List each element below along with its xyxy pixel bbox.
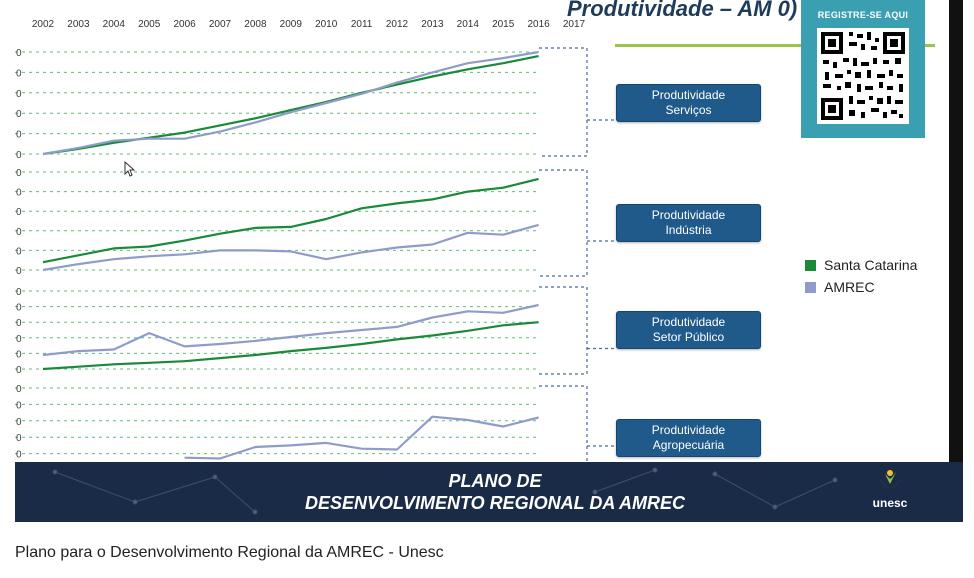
year-label: 2014 [457,19,480,30]
mouse-cursor-icon [124,161,136,177]
legend-item-amrec: AMREC [805,276,917,298]
slide-edge-bar [949,0,963,462]
tick-label: 0 [16,400,22,411]
productivity-chart: 2002 2003 2004 2005 2006 2007 2008 2009 2010 2011… [15,19,615,462]
tick-label: 0 [16,417,22,428]
tick-label: 0 [16,89,22,100]
year-label: 2011 [351,19,373,30]
panel-label-agropecuaria: Produtividade Agropecuária [616,419,761,457]
tick-label: 0 [16,334,22,345]
title-underline [615,44,935,47]
year-label: 2010 [315,19,338,30]
year-label: 2009 [280,19,303,30]
panel-bracket [539,286,588,375]
tick-label: 0 [16,109,22,120]
tick-label: 0 [16,168,22,179]
banner-title: PLANO DE DESENVOLVIMENTO REGIONAL DA AMR… [304,471,686,513]
tick-label: 0 [16,207,22,218]
panel-bracket [539,385,588,462]
qr-label: REGISTRE-SE AQUI [817,10,909,20]
unesc-logo-icon [879,470,901,488]
year-label: 2015 [492,19,515,30]
tick-label: 0 [16,246,22,257]
chart-legend: Santa Catarina AMREC [805,254,917,298]
panel-label-industria: Produtividade Indústria [616,204,761,242]
tick-label: 0 [16,150,22,161]
year-label: 2007 [209,19,232,30]
tick-label: 0 [16,384,22,395]
legend-swatch-blue [805,281,816,293]
year-label: 2012 [386,19,409,30]
tick-label: 0 [16,227,22,238]
video-banner: PLANO DE DESENVOLVIMENTO REGIONAL DA AMR… [15,462,963,522]
panel-bracket [539,169,588,277]
tick-label: 0 [16,287,22,298]
tick-label: 0 [16,266,22,277]
year-label: 2017 [563,19,586,30]
tick-label: 0 [16,68,22,79]
slide-title: Produtividade – AM 0) [567,0,798,21]
video-title[interactable]: Plano para o Desenvolvimento Regional da… [15,544,444,561]
year-label: 2004 [103,19,126,30]
year-label: 2013 [421,19,444,30]
tick-label: 0 [16,318,22,329]
tick-label: 0 [16,450,22,461]
year-label: 2006 [173,19,196,30]
tick-label: 0 [16,303,22,314]
tick-label: 0 [16,48,22,59]
series-line-amrec [184,415,539,460]
qr-code-icon[interactable] [817,28,909,124]
series-line-santa-catarina [42,55,539,156]
year-label: 2008 [244,19,267,30]
series-line-santa-catarina [42,321,539,371]
video-player[interactable]: 2002 2003 2004 2005 2006 2007 2008 2009 2010 2011… [15,0,963,522]
legend-swatch-green [805,259,816,271]
panel-label-servicos: Produtividade Serviços [616,84,761,122]
year-label: 2003 [67,19,90,30]
series-line-amrec [42,303,539,357]
series-line-amrec [42,50,539,156]
legend-item-santa-catarina: Santa Catarina [805,254,917,276]
tick-label: 0 [16,188,22,199]
tick-label: 0 [16,349,22,360]
series-line-santa-catarina [42,177,539,264]
unesc-logo: unesc [865,468,915,516]
year-label: 2005 [138,19,161,30]
banner-network-pattern [52,467,838,515]
presentation-slide: 2002 2003 2004 2005 2006 2007 2008 2009 2010 2011… [15,0,949,462]
tick-label: 0 [16,365,22,376]
tick-label: 0 [16,433,22,444]
year-label: 2016 [527,19,550,30]
series-line-amrec [42,223,539,272]
tick-label: 0 [16,130,22,141]
qr-register-panel[interactable]: REGISTRE-SE AQUI [801,0,925,138]
panel-bracket [539,47,588,157]
panel-label-setor-publico: Produtividade Setor Público [616,311,761,349]
year-label: 2002 [32,19,55,30]
